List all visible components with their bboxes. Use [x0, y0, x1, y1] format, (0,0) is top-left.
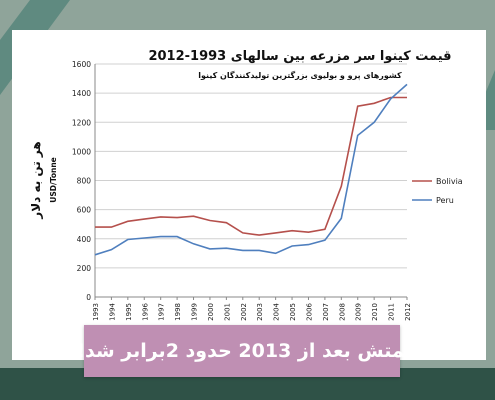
- y-tick-label: 1600: [72, 60, 91, 69]
- x-tick-label: 1998: [174, 303, 182, 321]
- series-line-bolivia: [95, 96, 407, 236]
- caption-banner: قیمتش بعد از 2013 حدود 2برابر شد!!!: [59, 325, 425, 377]
- y-axis-label: USD/Tonne: [49, 157, 58, 203]
- y-tick-label: 800: [77, 177, 92, 186]
- legend-label-peru: Peru: [436, 196, 454, 205]
- y-tick-label: 0: [86, 293, 91, 302]
- chart-title: قیمت کینوا سر مزرعه بین سالهای 1993-2012: [148, 49, 451, 64]
- x-tick-label: 1996: [141, 302, 149, 320]
- x-tick-label: 1994: [108, 302, 116, 320]
- y-axis-label-persian: هر تن به دلار: [29, 141, 43, 219]
- axes: [94, 64, 408, 300]
- x-tick-label: 1997: [158, 303, 166, 321]
- legend-label-bolivia: Bolivia: [436, 177, 463, 186]
- x-tick-label: 1993: [92, 303, 100, 321]
- x-tick-label: 2000: [207, 303, 215, 321]
- x-tick-label: 2010: [371, 303, 379, 321]
- legend: Bolivia Peru: [412, 177, 463, 205]
- x-tick-label: 2005: [289, 303, 297, 321]
- series-line-peru: [94, 83, 408, 256]
- x-tick-label: 2008: [338, 303, 346, 321]
- x-tick-label: 1995: [125, 303, 133, 321]
- x-tick-label: 1999: [191, 303, 199, 321]
- y-tick-label: 1400: [72, 89, 91, 98]
- y-tick-labels: 0 200 400 600 800 1000 1200 1400 1600: [72, 60, 91, 302]
- x-tick-label: 2007: [322, 303, 330, 321]
- x-tick-labels: 1993 1994 1995 1996 1997 1998 1999 2000 2001 2002…: [92, 302, 412, 320]
- y-tick-label: 200: [77, 264, 92, 273]
- x-tick-label: 2002: [240, 303, 248, 321]
- y-tick-label: 1200: [72, 118, 91, 127]
- x-tick-label: 2012: [404, 303, 412, 321]
- x-tick-label: 2004: [273, 302, 281, 320]
- y-tick-label: 600: [77, 206, 92, 215]
- chart-subtitle: کشورهای پرو و بولیوی بزرگترین تولیدکنندگ…: [198, 70, 402, 80]
- x-tick-label: 2001: [223, 303, 231, 321]
- x-tick-label: 2011: [388, 303, 396, 321]
- y-tick-label: 400: [77, 235, 92, 244]
- x-tick-label: 2006: [305, 302, 313, 320]
- series-lines: [94, 83, 408, 256]
- x-tick-label: 2009: [355, 303, 363, 321]
- y-tick-label: 1000: [72, 147, 91, 156]
- x-tick-label: 2003: [256, 303, 264, 321]
